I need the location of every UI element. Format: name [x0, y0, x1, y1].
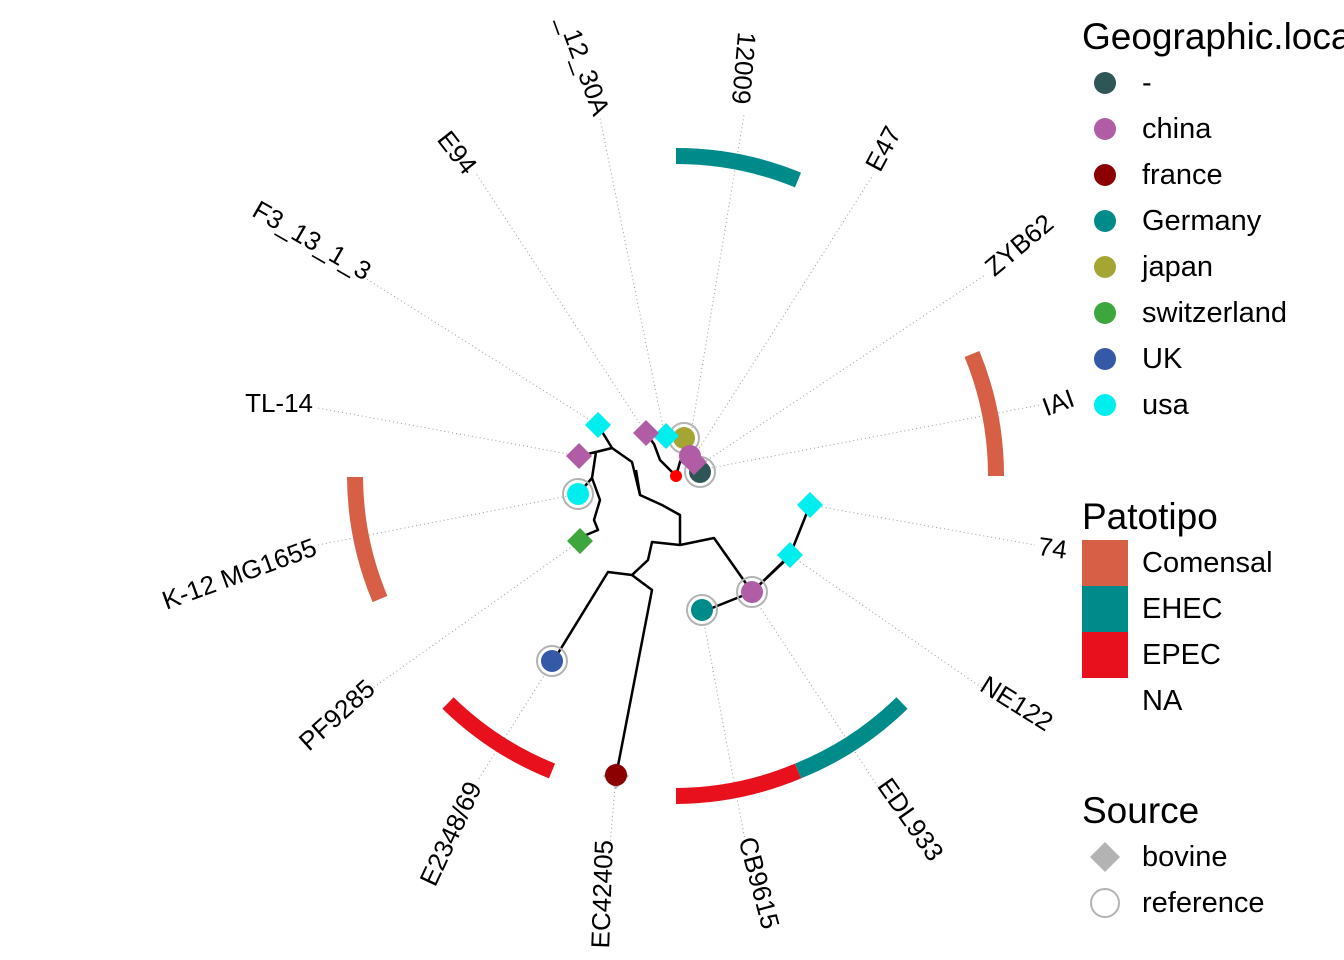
legend-item-comensal: Comensal [1082, 540, 1344, 586]
tip-label-ec42405: EC42405 [585, 839, 619, 948]
open-circle-icon [1090, 888, 1120, 918]
tip-point-china-d [566, 443, 592, 469]
legend-item-ehec: EHEC [1082, 586, 1344, 632]
tip-label-ne122: NE122 [975, 669, 1058, 737]
legend-label-china: china [1142, 113, 1212, 145]
legend-key-uk [1082, 336, 1128, 382]
legend-label-uk: UK [1142, 343, 1183, 375]
legend-key-epec [1082, 632, 1128, 678]
legend-label-reference: reference [1142, 887, 1265, 919]
tip-label-e47: E47 [859, 121, 907, 176]
legend-label-switzerland: switzerland [1142, 297, 1288, 329]
arc-epec-e2348 [442, 697, 556, 779]
tip-label-12009: 12009 [726, 31, 762, 106]
legend-source: Source bovine reference [1082, 788, 1344, 926]
tip-label-e2348-69: E2348/69 [413, 777, 487, 891]
tip-point-switzerland [567, 528, 593, 554]
tip-point-china-c [633, 420, 659, 446]
legend-key-usa [1082, 382, 1128, 428]
legend-key-switzerland [1082, 290, 1128, 336]
legend-item-switzerland: switzerland [1082, 290, 1344, 336]
legend-item-france: france [1082, 152, 1344, 198]
legend-label-bovine: bovine [1142, 841, 1228, 873]
legend-item-usa: usa [1082, 382, 1344, 428]
legend-item-na: NA [1082, 678, 1344, 724]
legend-item-epec: EPEC [1082, 632, 1344, 678]
tip-point-china-e [741, 581, 763, 603]
legend-key-ehec [1082, 586, 1128, 632]
legend-item-germany: Germany [1082, 198, 1344, 244]
legend-label-epec: EPEC [1142, 639, 1221, 671]
legend-key-comensal [1082, 540, 1128, 586]
tip-label-e94: E94 [431, 125, 483, 180]
tip-point-china-b [681, 449, 707, 475]
legend-key-france [1082, 152, 1128, 198]
legend-label-comensal: Comensal [1142, 547, 1273, 579]
tip-label-zyb62: ZYB62 [979, 208, 1059, 282]
tip-label-f3-13-1-3: F3_13_1_3 [248, 194, 377, 286]
tip-point-usa-d [797, 492, 823, 518]
arc-epec-cb9615 [675, 763, 802, 804]
legend-key-germany [1082, 198, 1128, 244]
patotipo-arcs [347, 147, 1005, 804]
tip-label-iai: IAI [1038, 383, 1078, 422]
legend-title-location: Geographic.location [1082, 16, 1344, 57]
tip-label-pf9285: PF9285 [293, 673, 381, 756]
legend-label-japan: japan [1142, 251, 1213, 283]
tip-label-12-30a: _12_30A [552, 10, 616, 120]
legend-patotipo: Patotipo Comensal EHEC EPEC NA [1082, 494, 1344, 724]
tip-point-usa-c [567, 483, 589, 505]
legend-key-china [1082, 106, 1128, 152]
legend-item-bovine: bovine [1082, 834, 1344, 880]
legend-item-reference: reference [1082, 880, 1344, 926]
legend-key-japan [1082, 244, 1128, 290]
legend-label-dash: - [1142, 67, 1152, 99]
legend-geographic-location: Geographic.location - china france Germa… [1082, 14, 1344, 428]
legend-item-dash: - [1082, 60, 1344, 106]
root-node [670, 470, 682, 482]
legend-title-source: Source [1082, 790, 1200, 831]
legend-label-france: france [1142, 159, 1223, 191]
tip-label-74: 74 [1036, 531, 1069, 565]
tip-point-uk [541, 650, 563, 672]
legend-item-japan: japan [1082, 244, 1344, 290]
legend-label-na: NA [1142, 685, 1183, 717]
tip-label-k12-mg1655: K-12 MG1655 [158, 532, 320, 616]
legend-item-uk: UK [1082, 336, 1344, 382]
tip-point-usa-b [585, 412, 611, 438]
legend-key-na [1082, 678, 1128, 724]
legend-key-dash [1082, 60, 1128, 106]
tip-point-germany [691, 599, 713, 621]
tip-labels: 12009 E47 ZYB62 IAI 74 NE122 EDL933 CB96… [158, 10, 1078, 948]
legend-item-china: china [1082, 106, 1344, 152]
tip-point-usa-e [777, 542, 803, 568]
tip-label-cb9615: CB9615 [733, 834, 786, 933]
legend-label-germany: Germany [1142, 205, 1262, 237]
tip-label-tl14: TL-14 [245, 388, 313, 418]
tip-points [541, 412, 823, 789]
tip-point-japan [673, 427, 695, 449]
legend-label-usa: usa [1142, 389, 1189, 421]
arc-ehec-edl933 [794, 697, 908, 779]
tip-point-usa-a [653, 423, 679, 449]
arc-comensal-k12 [347, 476, 388, 603]
tip-point-france [605, 764, 627, 786]
diamond-icon [1090, 842, 1120, 872]
tip-label-edl933: EDL933 [871, 772, 949, 866]
arc-ehec-12009 [675, 147, 802, 188]
legend-label-ehec: EHEC [1142, 593, 1223, 625]
legend-title-patotipo: Patotipo [1082, 496, 1218, 537]
arc-comensal-iai [964, 350, 1005, 477]
